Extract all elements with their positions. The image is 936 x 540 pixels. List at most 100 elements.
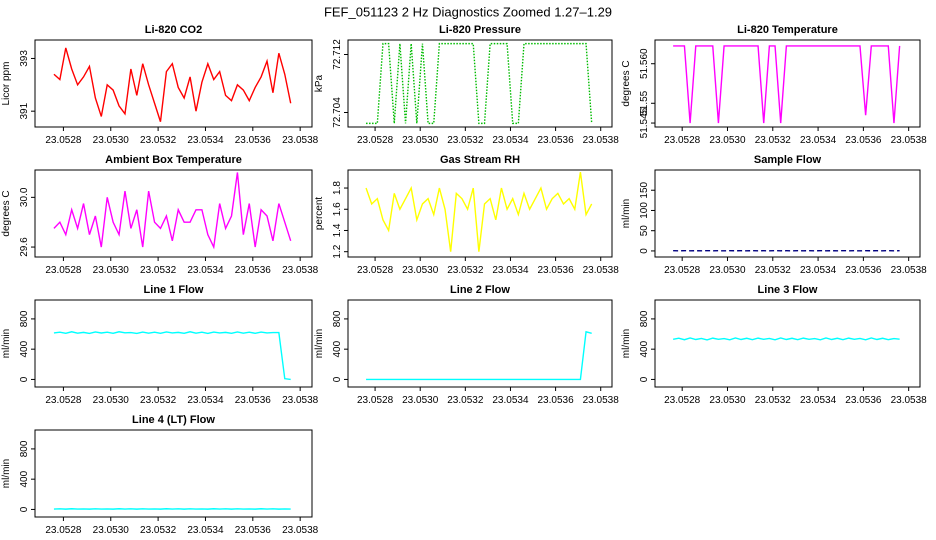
panel-title: Li-820 Pressure [439,24,521,36]
x-tick-label: 23.0528 [664,265,701,276]
panel-title: Ambient Box Temperature [105,154,242,166]
plot-frame [654,299,921,388]
y-tick-label: 800 [332,310,343,327]
y-tick-label: 400 [639,340,650,357]
x-tick-label: 23.0532 [447,135,484,146]
x-tick-label: 23.0530 [93,265,130,276]
panel: Li-820 CO2 Licor ppm 23.0528 23.0530 23.0532… [1,24,319,146]
panel-title: Gas Stream RH [440,154,520,166]
x-tick-label: 23.0538 [583,135,620,146]
x-tick-label: 23.0530 [93,525,130,536]
plot-frame [34,169,313,258]
data-line [366,330,592,381]
y-tick-label: 1.2 [332,244,343,258]
x-tick-label: 23.0538 [282,525,319,536]
x-tick-label: 23.0530 [709,395,746,406]
x-tick-label: 23.0532 [140,395,177,406]
x-tick-label: 23.0530 [709,265,746,276]
panel: Ambient Box Temperature degrees C 23.0528 2… [1,154,319,276]
x-tick-label: 23.0534 [800,395,837,406]
y-axis-label: ml/min [621,199,632,228]
y-axis-label: ml/min [621,329,632,358]
y-tick-label: 1.4 [332,223,343,237]
panel: Line 2 Flow ml/min 23.0528 23.0530 23.0532 23… [314,284,619,406]
x-tick-label: 23.0536 [845,395,882,406]
x-tick-label: 23.0532 [140,265,177,276]
x-tick-label: 23.0528 [45,395,82,406]
y-tick-label: 400 [332,340,343,357]
x-tick-label: 23.0528 [664,395,701,406]
page-title: FEF_051123 2 Hz Diagnostics Zoomed 1.27–… [324,4,612,19]
y-tick-label: 1.6 [332,202,343,216]
x-tick-label: 23.0534 [800,135,837,146]
x-tick-label: 23.0538 [282,395,319,406]
x-tick-label: 23.0528 [45,265,82,276]
y-tick-label: 72.712 [332,39,343,70]
y-tick-label: 391 [19,102,30,119]
plot-frame [34,299,313,388]
y-tick-label: 150 [639,181,650,198]
y-axis-label: kPa [314,74,325,92]
panel-title: Line 2 Flow [450,284,510,296]
plot-frame [34,39,313,128]
x-tick-label: 23.0536 [235,135,272,146]
panel: Line 1 Flow ml/min 23.0528 23.0530 23.0532 23… [1,284,319,406]
x-tick-label: 23.0534 [492,395,529,406]
y-tick-label: 51.545 [639,107,650,138]
y-axis-label: ml/min [314,329,325,358]
y-tick-label: 30.0 [19,187,30,207]
x-tick-label: 23.0536 [538,395,575,406]
y-tick-label: 400 [19,340,30,357]
x-tick-label: 23.0536 [845,265,882,276]
y-tick-label: 0 [639,248,650,254]
y-tick-label: 29.6 [19,237,30,257]
y-tick-label: 51.55 [639,90,650,115]
y-axis-label: ml/min [1,459,12,488]
data-line [53,172,292,250]
x-tick-label: 23.0536 [235,525,272,536]
x-tick-label: 23.0528 [357,265,394,276]
x-tick-label: 23.0534 [492,265,529,276]
x-tick-label: 23.0532 [140,135,177,146]
y-tick-label: 0 [19,376,30,382]
x-tick-label: 23.0532 [755,265,792,276]
x-tick-label: 23.0538 [282,265,319,276]
plot-frame [654,169,921,258]
x-tick-label: 23.0538 [891,265,928,276]
panel-title: Sample Flow [754,154,822,166]
y-axis-label: degrees C [1,190,12,236]
x-tick-label: 23.0532 [447,265,484,276]
x-tick-label: 23.0528 [357,395,394,406]
plot-frame [347,39,613,128]
x-tick-label: 23.0530 [402,135,439,146]
x-tick-label: 23.0530 [93,135,130,146]
x-tick-label: 23.0532 [447,395,484,406]
x-tick-label: 23.0534 [800,265,837,276]
x-tick-label: 23.0534 [187,135,224,146]
panel-title: Li-820 Temperature [737,24,838,36]
x-tick-label: 23.0538 [891,395,928,406]
panel: Line 3 Flow ml/min 23.0528 23.0530 23.0532 23… [621,284,927,406]
panel: Line 4 (LT) Flow ml/min 23.0528 23.0530 23.0… [1,414,319,536]
y-axis-label: degrees C [621,60,632,106]
x-tick-label: 23.0536 [538,135,575,146]
data-line [53,47,292,122]
x-tick-label: 23.0530 [402,265,439,276]
data-line [672,337,900,341]
x-tick-label: 23.0534 [187,265,224,276]
data-line [366,42,593,125]
panel-title: Line 1 Flow [144,284,204,296]
y-axis-label: ml/min [1,329,12,358]
y-tick-label: 1.8 [332,181,343,195]
x-tick-label: 23.0530 [709,135,746,146]
panel-title: Line 4 (LT) Flow [132,414,215,426]
plot-frame [347,169,613,258]
y-tick-label: 100 [639,202,650,219]
y-tick-label: 0 [639,376,650,382]
x-tick-label: 23.0532 [140,525,177,536]
x-tick-label: 23.0532 [755,135,792,146]
panel: Sample Flow ml/min 23.0528 23.0530 23.0532 23… [621,154,927,276]
y-tick-label: 800 [19,440,30,457]
x-tick-label: 23.0538 [583,395,620,406]
